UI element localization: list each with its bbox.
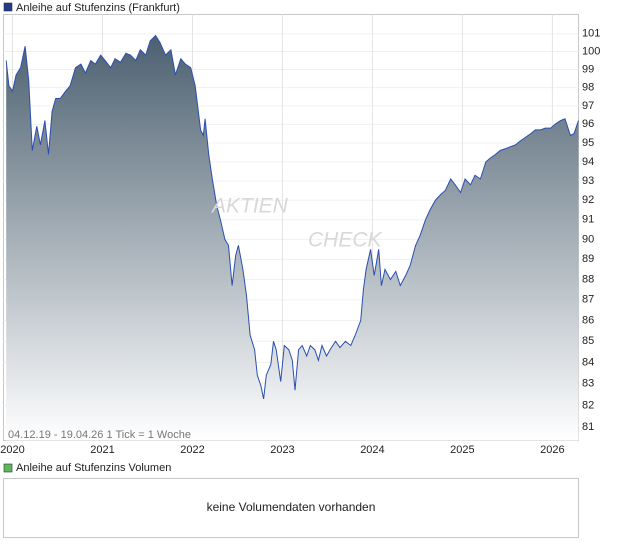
y-tick-label: 91 — [582, 214, 594, 226]
y-tick-label: 84 — [582, 356, 594, 368]
y-tick-label: 92 — [582, 194, 594, 206]
y-tick-label: 93 — [582, 175, 594, 187]
x-tick-label: 2021 — [90, 444, 114, 456]
x-tick-label: 2020 — [0, 444, 24, 456]
y-tick-label: 94 — [582, 156, 594, 168]
y-tick-label: 97 — [582, 100, 594, 112]
legend-label: Anleihe auf Stufenzins (Frankfurt) — [16, 2, 180, 14]
y-tick-label: 87 — [582, 294, 594, 306]
line — [5, 34, 579, 400]
y-tick-label: 100 — [582, 45, 600, 57]
y-tick-label: 99 — [582, 63, 594, 75]
x-tick-label: 2023 — [270, 444, 294, 456]
legend-label: Anleihe auf Stufenzins Volumen — [16, 462, 171, 474]
y-tick-label: 85 — [582, 335, 594, 347]
y-tick-label: 83 — [582, 378, 594, 390]
x-tick-label: 2026 — [540, 444, 564, 456]
y-tick-label: 96 — [582, 118, 594, 130]
y-tick-label: 86 — [582, 314, 594, 326]
watermark: AKTIEN — [210, 195, 289, 218]
volume-message: keine Volumendaten vorhanden — [207, 500, 376, 514]
x-tick-label: 2022 — [180, 444, 204, 456]
legend-swatch — [3, 2, 13, 12]
y-tick-label: 81 — [582, 421, 594, 433]
legend-swatch — [3, 463, 13, 473]
y-tick-label: 82 — [582, 399, 594, 411]
y-tick-label: 90 — [582, 233, 594, 245]
y-tick-label: 95 — [582, 137, 594, 149]
y-tick-label: 88 — [582, 273, 594, 285]
date-range: 04.12.19 - 19.04.26 1 Tick = 1 Woche — [8, 429, 191, 441]
x-tick-label: 2025 — [450, 444, 474, 456]
y-tick-label: 98 — [582, 81, 594, 93]
area — [6, 35, 579, 441]
volume-frame — [3, 478, 579, 538]
y-tick-label: 101 — [582, 28, 600, 40]
x-tick-label: 2024 — [360, 444, 384, 456]
y-tick-label: 89 — [582, 253, 594, 265]
watermark: CHECK — [308, 229, 383, 252]
